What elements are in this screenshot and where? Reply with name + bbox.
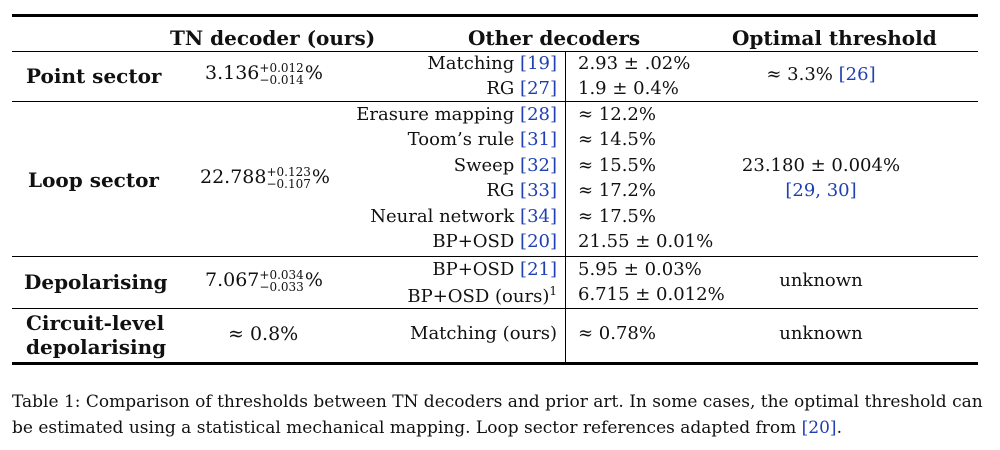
decoder-name: BP+OSD [21] [432,259,557,280]
table-bottom-rule [12,362,978,365]
row-label-circuit-level-line2: depolarising [26,335,167,359]
row-label-depolarising: Depolarising [24,270,168,294]
decoder-value: 21.55 ± 0.01% [578,231,714,252]
header-tn-decoder: TN decoder (ours) [170,26,376,50]
decoder-name: Toom’s rule [31] [407,129,557,150]
row-rule-3 [12,308,978,309]
decoder-value: ≈ 17.5% [578,206,656,227]
header-other-decoders: Other decoders [468,26,641,50]
decoder-value: ≈ 12.2% [578,104,656,125]
row-label-circuit-level-line1: Circuit-level [26,311,165,335]
optimal-threshold-depolarising: unknown [779,270,863,291]
row-rule-1 [12,101,978,102]
decoder-name: Neural network [34] [370,206,557,227]
decoder-value: ≈ 14.5% [578,129,656,150]
tn-value-depolarising: 7.067 +0.034 −0.033% [205,268,323,294]
table-top-rule [12,14,978,17]
row-label-loop-sector: Loop sector [28,168,159,192]
decoder-name: RG [27] [486,78,557,99]
decoder-name: Matching (ours) [410,323,557,344]
decoder-value: ≈ 0.78% [578,323,656,344]
decoder-name: Erasure mapping [28] [356,104,557,125]
decoder-name: BP+OSD [20] [432,231,557,252]
tn-value-point-sector: 3.136 +0.012 −0.014% [205,61,323,87]
decoder-value: ≈ 15.5% [578,155,656,176]
column-separator [565,52,566,101]
optimal-threshold-point-sector: ≈ 3.3% [26] [766,64,876,85]
tn-value-circuit-level: ≈ 0.8% [228,323,299,345]
column-separator [565,257,566,308]
decoder-value: ≈ 17.2% [578,180,656,201]
table-caption: Table 1: Comparison of thresholds betwee… [12,392,983,438]
optimal-threshold-circuit-level: unknown [779,323,863,344]
decoder-name: RG [33] [486,180,557,201]
column-separator [565,102,566,256]
decoder-value: 5.95 ± 0.03% [578,259,702,280]
tn-value-loop-sector: 22.788 +0.123 −0.107% [200,165,330,191]
row-label-point-sector: Point sector [26,64,162,88]
optimal-threshold-loop-sector: 23.180 ± 0.004% [741,155,901,176]
row-rule-2 [12,256,978,257]
column-separator [565,309,566,362]
decoder-value: 6.715 ± 0.012% [578,284,725,305]
optimal-threshold-ref: [29, 30] [785,180,857,201]
header-optimal-threshold: Optimal threshold [732,26,937,50]
decoder-name: Matching [19] [427,53,557,74]
decoder-name: Sweep [32] [453,155,557,176]
decoder-value: 2.93 ± .02% [578,53,691,74]
header-rule [12,51,978,52]
decoder-name: BP+OSD (ours)1 [407,284,557,307]
decoder-value: 1.9 ± 0.4% [578,78,679,99]
